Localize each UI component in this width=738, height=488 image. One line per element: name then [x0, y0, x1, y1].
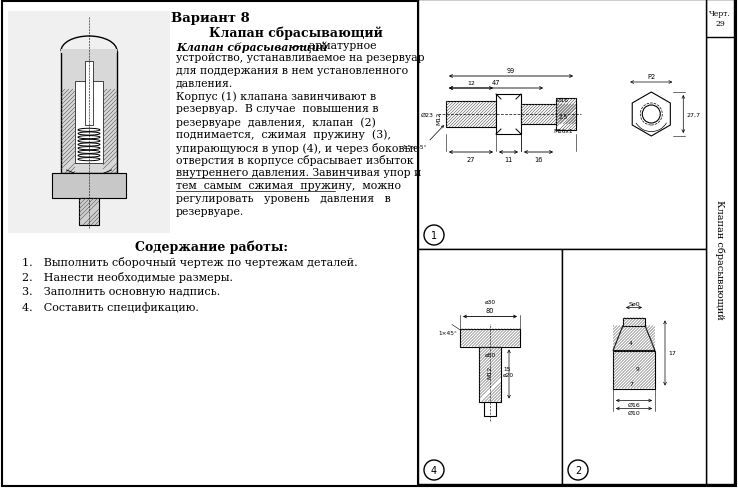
Text: регулировать   уровень   давления   в: регулировать уровень давления в — [176, 193, 390, 203]
Bar — [79, 199, 99, 225]
Text: P2: P2 — [647, 74, 655, 80]
Text: Корпус (1) клапана завинчивают в: Корпус (1) клапана завинчивают в — [176, 91, 376, 102]
Circle shape — [642, 106, 661, 124]
Bar — [446, 102, 496, 128]
Bar — [418, 249, 562, 484]
Text: 1: 1 — [431, 230, 437, 241]
Text: Клапан сбрасывающий: Клапан сбрасывающий — [209, 27, 382, 41]
Text: Sø0: Sø0 — [628, 301, 640, 306]
Bar — [85, 62, 93, 126]
Text: Клапан сбрасывающий: Клапан сбрасывающий — [176, 41, 328, 53]
Text: 2.5: 2.5 — [559, 115, 568, 120]
Text: 15: 15 — [503, 367, 511, 372]
Circle shape — [424, 225, 444, 245]
Bar — [706, 0, 734, 484]
Bar — [8, 12, 170, 234]
Bar — [479, 347, 501, 402]
Circle shape — [568, 460, 588, 480]
Bar — [52, 174, 126, 199]
Text: 3. Заполнить основную надпись.: 3. Заполнить основную надпись. — [22, 286, 220, 296]
Bar — [61, 52, 117, 174]
Text: 1. Выполнить сборочный чертеж по чертежам деталей.: 1. Выполнить сборочный чертеж по чертежа… — [22, 257, 358, 267]
Text: тем  самым  сжимая  пружину,  можно: тем самым сжимая пружину, можно — [176, 181, 401, 191]
Text: для поддержания в нем установленного: для поддержания в нем установленного — [176, 66, 408, 76]
Text: 11: 11 — [504, 157, 513, 163]
Bar — [496, 95, 521, 135]
Polygon shape — [613, 326, 655, 351]
Bar — [623, 318, 645, 326]
Text: внутреннего давления. Завинчивая упор и: внутреннего давления. Завинчивая упор и — [176, 168, 421, 178]
Text: Клапан сбрасывающий: Клапан сбрасывающий — [715, 199, 725, 319]
Text: 9: 9 — [635, 366, 639, 371]
Text: Черт.
29: Черт. 29 — [709, 10, 731, 28]
Text: 27: 27 — [466, 157, 475, 163]
Text: резервуаре.: резервуаре. — [176, 206, 244, 216]
Text: 80: 80 — [486, 308, 494, 314]
Text: 4: 4 — [431, 465, 437, 475]
Text: давления.: давления. — [176, 79, 233, 88]
Text: M12: M12 — [436, 111, 441, 124]
Bar — [562, 249, 706, 484]
Text: — арматурное: — арматурное — [291, 41, 376, 51]
Text: ø20: ø20 — [503, 372, 514, 377]
Bar — [706, 0, 734, 38]
Bar — [75, 82, 103, 163]
Text: 47: 47 — [492, 80, 500, 86]
Text: резервуар.  В случае  повышения в: резервуар. В случае повышения в — [176, 104, 379, 114]
Text: поднимается,  сжимая  пружину  (3),: поднимается, сжимая пружину (3), — [176, 129, 391, 140]
Bar — [418, 0, 734, 484]
Bar — [460, 329, 520, 347]
Text: 2: 2 — [575, 465, 581, 475]
Text: 99: 99 — [507, 68, 515, 74]
Text: 12: 12 — [467, 81, 475, 86]
Text: устройство, устанавливаемое на резервуар: устройство, устанавливаемое на резервуар — [176, 53, 424, 63]
Text: 4. Составить спецификацию.: 4. Составить спецификацию. — [22, 302, 199, 312]
Text: Ø16: Ø16 — [557, 98, 569, 103]
Text: Вариант 8: Вариант 8 — [170, 12, 249, 25]
Text: 17: 17 — [668, 351, 676, 356]
Text: 1.5×45°: 1.5×45° — [402, 145, 427, 150]
Bar — [418, 0, 706, 249]
Text: 27,7: 27,7 — [686, 112, 700, 117]
Text: 7: 7 — [629, 381, 633, 386]
Text: 16: 16 — [534, 157, 542, 163]
Text: M16x1: M16x1 — [554, 129, 573, 134]
Text: Ø10: Ø10 — [627, 409, 641, 415]
Text: M12: M12 — [488, 365, 492, 378]
Text: Содержание работы:: Содержание работы: — [135, 241, 288, 254]
Text: отверстия в корпусе сбрасывает избыток: отверстия в корпусе сбрасывает избыток — [176, 155, 413, 166]
Text: ø30: ø30 — [484, 299, 495, 304]
Circle shape — [424, 460, 444, 480]
Bar — [613, 351, 655, 389]
Text: 1×45°: 1×45° — [438, 330, 457, 335]
Bar — [521, 105, 576, 125]
Text: Ø23: Ø23 — [421, 112, 434, 117]
Text: ø80: ø80 — [484, 352, 495, 357]
Bar — [61, 50, 117, 54]
Bar — [556, 99, 576, 131]
Text: упирающуюся в упор (4), и через боковые: упирающуюся в упор (4), и через боковые — [176, 142, 419, 153]
Bar — [484, 402, 496, 416]
Text: Ø16: Ø16 — [627, 402, 641, 407]
Text: резервуаре  давления,  клапан  (2): резервуаре давления, клапан (2) — [176, 117, 376, 127]
Polygon shape — [632, 93, 670, 137]
Text: 4: 4 — [629, 340, 633, 346]
Text: 2. Нанести необходимые размеры.: 2. Нанести необходимые размеры. — [22, 271, 233, 283]
